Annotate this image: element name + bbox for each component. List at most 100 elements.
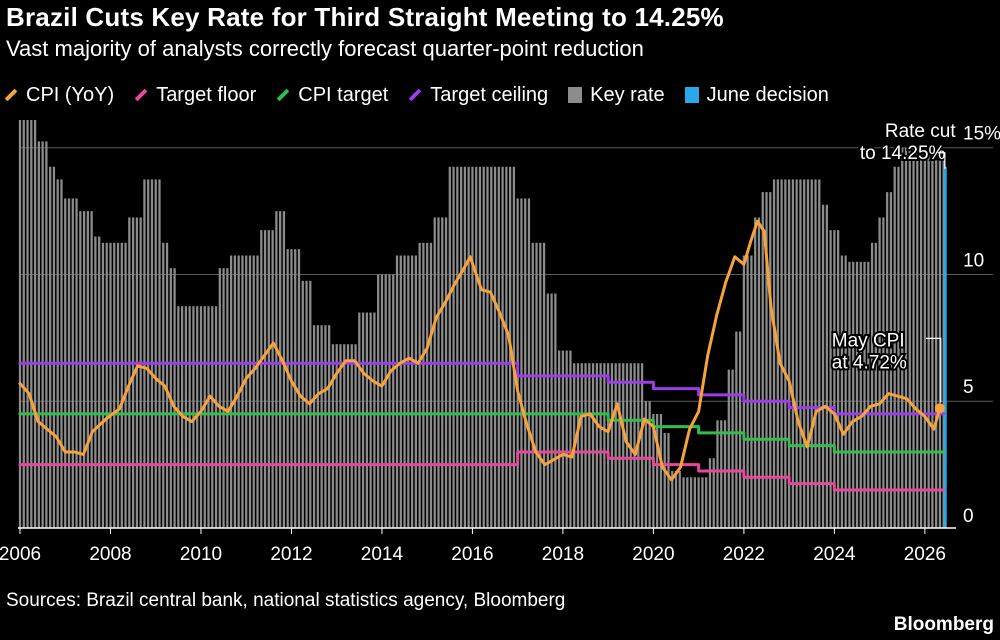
key-rate-bar	[787, 179, 791, 529]
key-rate-bar	[30, 120, 33, 529]
key-rate-bar	[799, 179, 802, 529]
key-rate-bar	[546, 293, 549, 528]
key-rate-bar	[527, 198, 531, 528]
key-rate-bar	[339, 344, 342, 528]
key-rate-bar	[708, 458, 712, 528]
key-rate-bar	[701, 477, 704, 528]
key-rate-bar	[678, 470, 681, 528]
key-rate-bar	[426, 242, 429, 529]
legend-label: CPI target	[298, 83, 389, 106]
key-rate-bar	[818, 179, 821, 529]
key-rate-bar	[154, 179, 157, 529]
key-rate-bar	[803, 179, 806, 529]
series-line-target-floor	[18, 450, 946, 492]
key-rate-bar	[305, 280, 308, 528]
key-rate-bar	[935, 160, 938, 528]
key-rate-bar	[86, 211, 89, 528]
key-rate-bar	[26, 120, 29, 529]
key-rate-bar	[723, 420, 727, 528]
key-rate-bar	[444, 217, 448, 528]
key-rate-bar	[392, 274, 395, 528]
key-rate-bar	[501, 166, 504, 528]
key-rate-bar	[109, 242, 112, 529]
key-rate-bar	[410, 255, 414, 528]
cpi-endpoint-marker	[934, 403, 945, 414]
key-rate-bar	[784, 179, 787, 529]
key-rate-bar	[113, 242, 116, 529]
key-rate-bar	[297, 249, 301, 529]
key-rate-bar	[595, 363, 598, 528]
key-rate-bar	[659, 413, 663, 528]
key-rate-bar	[810, 179, 813, 529]
key-rate-bar	[90, 211, 93, 528]
key-rate-bar	[331, 344, 335, 528]
key-rate-bar	[135, 217, 139, 528]
annotation-text: to 14.25%	[860, 143, 946, 164]
key-rate-bar	[316, 325, 319, 528]
key-rate-bar	[897, 166, 900, 528]
legend-item: Target floor	[134, 84, 256, 107]
key-rate-bar	[312, 325, 316, 528]
key-rate-bar	[705, 477, 708, 528]
key-rate-bar	[919, 147, 923, 528]
key-rate-bar	[147, 179, 150, 529]
key-rate-bar	[576, 363, 580, 528]
key-rate-bar	[901, 147, 904, 528]
key-rate-bar	[214, 306, 218, 528]
key-rate-bar	[889, 192, 893, 528]
key-rate-bar	[561, 350, 565, 528]
x-tick-label: 2018	[542, 544, 584, 565]
key-rate-bar	[328, 325, 331, 528]
key-rate-bar	[207, 306, 210, 528]
key-rate-bar	[467, 166, 470, 528]
legend-label: Key rate	[590, 83, 665, 106]
key-rate-bar	[554, 293, 557, 528]
key-rate-bar	[105, 242, 108, 529]
legend-label: Target ceiling	[430, 83, 549, 106]
key-rate-bar	[618, 363, 621, 528]
key-rate-bar	[656, 413, 659, 528]
key-rate-bar	[580, 363, 583, 528]
key-rate-bar	[373, 312, 376, 528]
box-swatch-icon	[684, 87, 699, 103]
key-rate-bar	[437, 217, 440, 528]
key-rate-bar	[539, 242, 542, 529]
key-rate-bar	[486, 166, 489, 528]
key-rate-bar	[923, 147, 926, 528]
key-rate-bar	[478, 166, 482, 528]
key-rate-bar	[459, 166, 463, 528]
key-rate-bar	[143, 179, 146, 529]
key-rate-bar	[173, 268, 176, 528]
key-rate-bar	[697, 477, 700, 528]
key-rate-bar	[550, 293, 553, 528]
legend-item: June decision	[684, 84, 829, 107]
key-rate-bar	[837, 230, 840, 528]
key-rate-bar	[716, 420, 719, 528]
key-rate-bar	[689, 477, 693, 528]
key-rate-bar	[686, 477, 689, 528]
key-rate-bar	[343, 344, 346, 528]
key-rate-bar	[874, 242, 877, 529]
legend-item: CPI target	[276, 84, 388, 107]
key-rate-bar	[275, 211, 278, 528]
line-swatch-icon	[276, 88, 290, 102]
key-rate-bar	[565, 350, 568, 528]
key-rate-bar	[806, 179, 810, 529]
key-rate-bar	[203, 306, 206, 528]
key-rate-bar	[855, 261, 859, 528]
key-rate-bar	[441, 217, 444, 528]
key-rate-bar	[648, 401, 651, 528]
x-tick-label: 2024	[813, 544, 856, 565]
y-tick-label: 10	[963, 250, 984, 271]
key-rate-bar	[395, 255, 399, 528]
key-rate-bar	[324, 325, 327, 528]
key-rate-bar	[384, 274, 387, 528]
key-rate-bar	[98, 236, 101, 528]
key-rate-bar	[471, 166, 474, 528]
key-rate-bar	[369, 312, 372, 528]
key-rate-bar	[614, 363, 617, 528]
key-rate-bar	[233, 255, 237, 528]
x-tick-label: 2022	[723, 544, 765, 565]
key-rate-bar	[840, 255, 844, 528]
